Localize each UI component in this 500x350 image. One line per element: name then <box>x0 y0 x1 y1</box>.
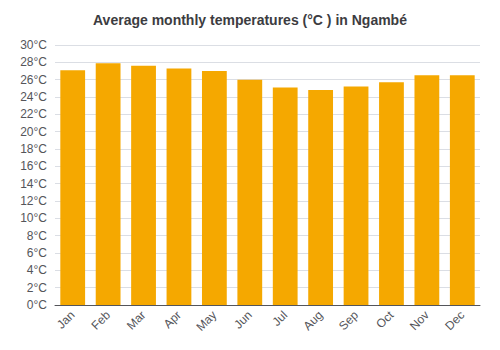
svg-text:22°C: 22°C <box>20 107 47 121</box>
svg-text:Jul: Jul <box>269 308 290 329</box>
svg-text:18°C: 18°C <box>20 142 47 156</box>
svg-text:Apr: Apr <box>161 308 184 331</box>
svg-text:0°C: 0°C <box>27 298 47 312</box>
svg-text:Average monthly temperatures (: Average monthly temperatures (°C ) in Ng… <box>93 12 407 28</box>
svg-text:Jun: Jun <box>231 308 255 332</box>
svg-text:8°C: 8°C <box>27 229 47 243</box>
svg-text:28°C: 28°C <box>20 55 47 69</box>
svg-text:Nov: Nov <box>407 308 432 333</box>
svg-text:4°C: 4°C <box>27 263 47 277</box>
svg-text:26°C: 26°C <box>20 73 47 87</box>
svg-text:Mar: Mar <box>124 308 149 332</box>
svg-text:May: May <box>193 308 219 334</box>
svg-text:12°C: 12°C <box>20 194 47 208</box>
svg-text:6°C: 6°C <box>27 246 47 260</box>
svg-text:24°C: 24°C <box>20 90 47 104</box>
svg-text:16°C: 16°C <box>20 159 47 173</box>
svg-text:Jan: Jan <box>54 308 78 332</box>
svg-text:Feb: Feb <box>89 308 114 333</box>
svg-text:2°C: 2°C <box>27 281 47 295</box>
svg-text:Dec: Dec <box>442 308 467 333</box>
svg-text:20°C: 20°C <box>20 125 47 139</box>
svg-text:Aug: Aug <box>301 308 326 333</box>
svg-text:30°C: 30°C <box>20 38 47 52</box>
svg-text:Sep: Sep <box>336 308 361 333</box>
svg-text:Oct: Oct <box>373 308 397 332</box>
svg-text:10°C: 10°C <box>20 211 47 225</box>
svg-text:14°C: 14°C <box>20 177 47 191</box>
